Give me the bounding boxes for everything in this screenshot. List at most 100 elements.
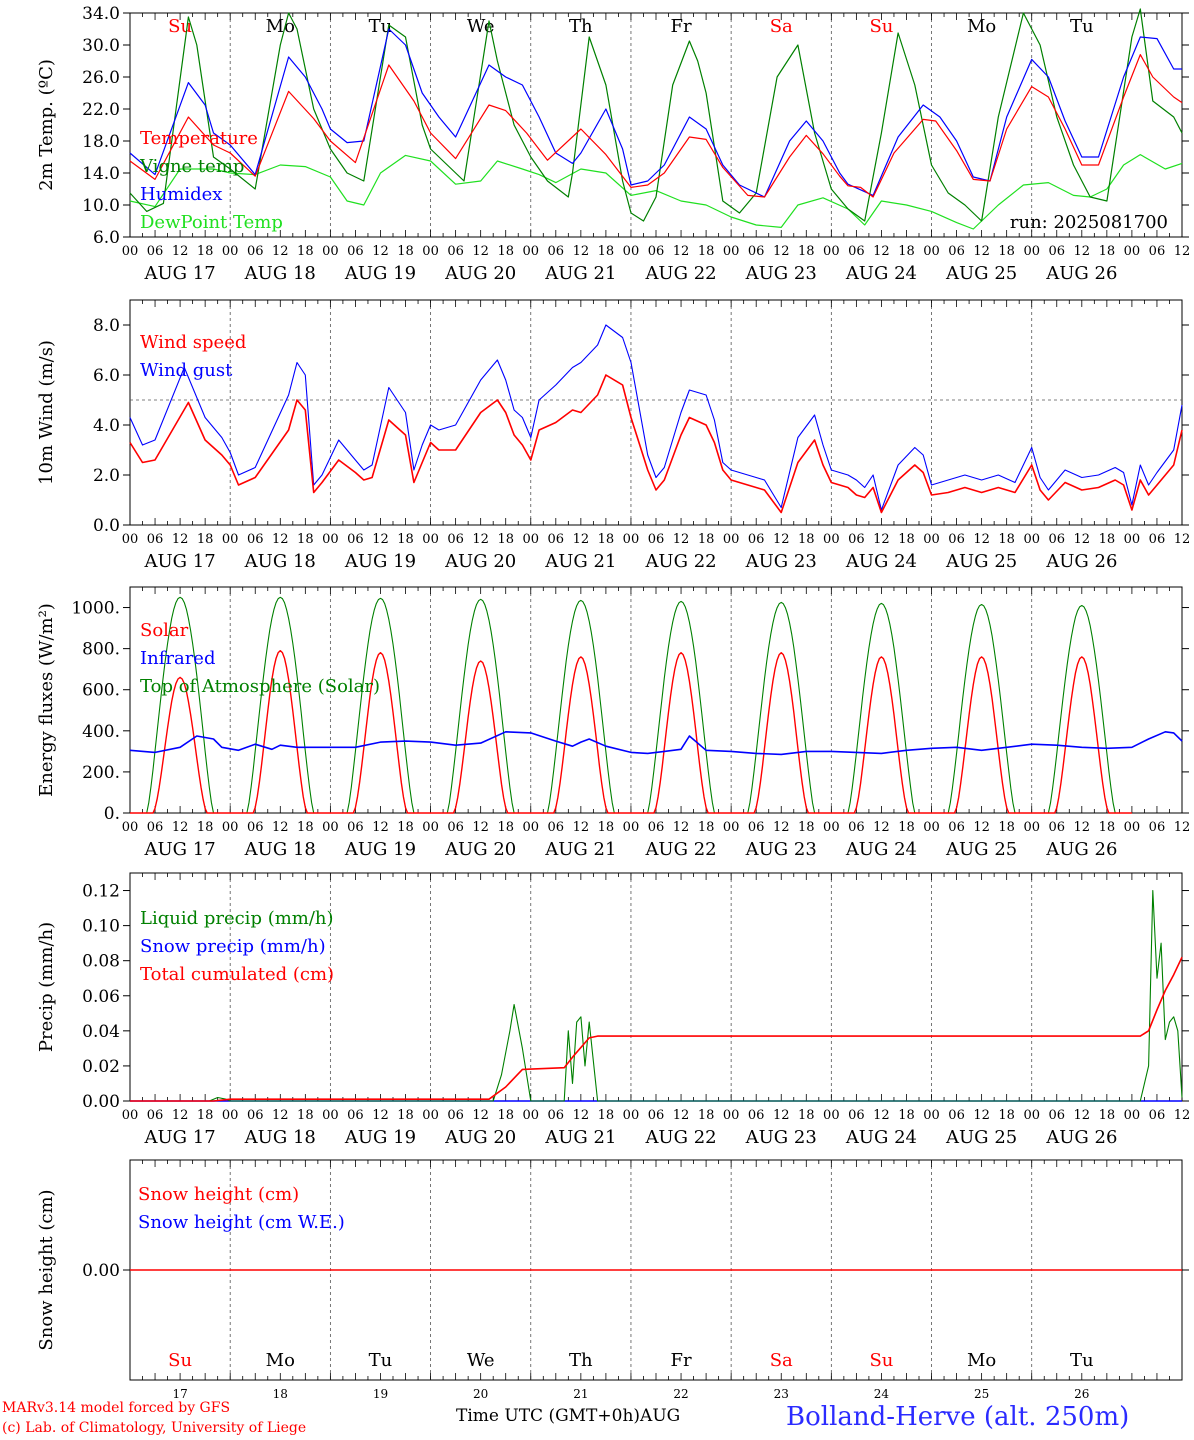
date-label: AUG 21 [544, 839, 616, 860]
date-month: AUG [945, 839, 989, 860]
date-month: AUG [845, 263, 889, 284]
date-label: AUG 22 [644, 263, 716, 284]
y-axis-label: Energy fluxes (W/m²) [36, 603, 57, 797]
hour-tick-label: 18 [197, 820, 214, 835]
hour-tick-label: 06 [648, 532, 665, 547]
hour-tick-label: 06 [247, 532, 264, 547]
hour-tick-label: 12 [773, 820, 790, 835]
y-tick-label: 0.02 [82, 1057, 120, 1077]
hour-tick-label: 00 [222, 1108, 239, 1123]
hour-tick-label: 00 [723, 820, 740, 835]
date-month: AUG [1045, 263, 1089, 284]
date-month: AUG [143, 263, 187, 284]
legend-entry: Infrared [140, 648, 215, 669]
hour-tick-label: 18 [698, 532, 715, 547]
hour-tick-label: 18 [598, 532, 615, 547]
y-tick-label: 800. [82, 640, 120, 660]
y-tick-label: 0.12 [82, 882, 120, 902]
hour-tick-label: 12 [1174, 244, 1191, 259]
hour-tick-label: 00 [422, 820, 439, 835]
hour-tick-label: 18 [397, 1108, 414, 1123]
hour-tick-label: 06 [1048, 244, 1065, 259]
hour-tick-label: 00 [1023, 1108, 1040, 1123]
hour-tick-label: 06 [1048, 820, 1065, 835]
y-tick-label: 200. [82, 763, 120, 783]
hour-tick-label: 12 [372, 1108, 389, 1123]
hour-tick-label: 00 [522, 1108, 539, 1123]
date-month: AUG [544, 839, 588, 860]
date-day: 25 [994, 263, 1017, 284]
hour-tick-label: 06 [347, 532, 364, 547]
date-month: AUG [845, 839, 889, 860]
legend-entry: Liquid precip (mm/h) [140, 908, 334, 929]
date-day: 26 [1095, 551, 1118, 572]
legend-entry: Humidex [140, 184, 222, 205]
y-tick-label: 0.10 [82, 917, 120, 937]
date-day: 19 [393, 263, 416, 284]
date-day: 17 [193, 839, 216, 860]
date-label: AUG 26 [1045, 263, 1117, 284]
hour-tick-label: 18 [497, 820, 514, 835]
y-tick-label: 0.06 [82, 987, 120, 1007]
hour-tick-label: 00 [522, 532, 539, 547]
hour-tick-label: 18 [497, 1108, 514, 1123]
hour-tick-label: 12 [673, 532, 690, 547]
date-label: AUG 23 [745, 839, 817, 860]
y-tick-label: 4.0 [93, 416, 120, 436]
legend-entry: Total cumulated (cm) [140, 964, 334, 985]
date-label: AUG 17 [143, 1127, 215, 1148]
y-tick-label: 0. [104, 804, 120, 824]
model-credit: MARv3.14 model forced by GFS [2, 1400, 231, 1416]
y-tick-label: 34.0 [82, 4, 120, 24]
day-name: Mo [967, 16, 996, 37]
hour-tick-label: 00 [823, 244, 840, 259]
day-name: Tu [1070, 1350, 1094, 1371]
hour-tick-label: 06 [447, 1108, 464, 1123]
hour-tick-label: 00 [1124, 244, 1141, 259]
hour-tick-label: 12 [1074, 244, 1091, 259]
hour-tick-label: 06 [548, 532, 565, 547]
hour-tick-label: 06 [147, 532, 164, 547]
hour-tick-label: 06 [247, 1108, 264, 1123]
day-number: 17 [172, 1387, 187, 1401]
lab-credit: (c) Lab. of Climatology, University of L… [2, 1420, 307, 1436]
hour-tick-label: 06 [447, 532, 464, 547]
hour-tick-label: 00 [923, 820, 940, 835]
hour-tick-label: 06 [748, 244, 765, 259]
y-tick-label: 14.0 [82, 164, 120, 184]
hour-tick-label: 18 [698, 1108, 715, 1123]
date-day: 18 [293, 1127, 316, 1148]
hour-tick-label: 06 [1048, 1108, 1065, 1123]
hour-tick-label: 18 [798, 244, 815, 259]
hour-tick-label: 12 [573, 532, 590, 547]
day-name: We [467, 1350, 495, 1371]
hour-tick-label: 00 [322, 1108, 339, 1123]
date-label: AUG 20 [444, 551, 516, 572]
hour-tick-label: 18 [1099, 1108, 1116, 1123]
hour-tick-label: 18 [898, 1108, 915, 1123]
y-tick-label: 18.0 [82, 132, 120, 152]
hour-tick-label: 06 [1149, 532, 1166, 547]
y-tick-label: 2.0 [93, 466, 120, 486]
date-month: AUG [845, 551, 889, 572]
hour-tick-label: 18 [898, 532, 915, 547]
hour-tick-label: 06 [447, 820, 464, 835]
hour-tick-label: 00 [623, 1108, 640, 1123]
date-month: AUG [244, 839, 288, 860]
date-month: AUG [344, 551, 388, 572]
legend-entry: Vigne temp [139, 156, 244, 177]
hour-tick-label: 00 [1124, 1108, 1141, 1123]
hour-tick-label: 06 [848, 1108, 865, 1123]
legend-entry: DewPoint Temp [140, 212, 283, 233]
date-label: AUG 20 [444, 839, 516, 860]
hour-tick-label: 12 [573, 820, 590, 835]
hour-tick-label: 00 [623, 244, 640, 259]
date-day: 17 [193, 1127, 216, 1148]
hour-tick-label: 18 [698, 244, 715, 259]
day-number: 24 [874, 1387, 890, 1401]
hour-tick-label: 18 [497, 244, 514, 259]
date-month: AUG [945, 263, 989, 284]
date-day: 17 [193, 263, 216, 284]
hour-tick-label: 00 [322, 244, 339, 259]
hour-tick-label: 12 [472, 532, 489, 547]
